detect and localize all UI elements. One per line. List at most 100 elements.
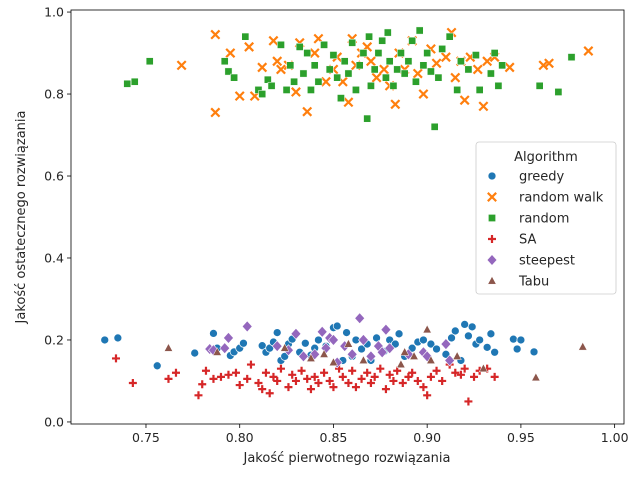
data-point-random bbox=[145, 57, 154, 66]
data-point-greedy bbox=[516, 335, 526, 345]
data-point-random bbox=[320, 40, 328, 49]
data-point-sa bbox=[164, 374, 173, 383]
data-point-sa bbox=[269, 372, 278, 381]
legend-marker-random bbox=[488, 214, 496, 222]
data-point-greedy bbox=[529, 347, 539, 357]
x-axis-label: Jakość pierwotnego rozwiązania bbox=[243, 451, 451, 466]
data-point-greedy bbox=[419, 335, 428, 345]
data-point-sa bbox=[201, 366, 210, 375]
data-point-sa bbox=[351, 383, 360, 392]
data-point-random bbox=[434, 73, 443, 82]
data-point-random-walk bbox=[313, 33, 324, 44]
data-point-random bbox=[303, 49, 312, 57]
x-tick-label: 0.75 bbox=[132, 430, 160, 445]
x-tick-label: 0.95 bbox=[507, 430, 535, 445]
data-point-greedy bbox=[475, 335, 485, 345]
data-point-random bbox=[325, 65, 334, 74]
data-point-greedy bbox=[394, 329, 404, 339]
data-point-sa bbox=[419, 383, 428, 392]
data-point-sa bbox=[408, 368, 417, 377]
data-point-random-walk bbox=[583, 46, 594, 56]
data-point-steepest bbox=[380, 323, 392, 336]
data-point-random bbox=[487, 69, 495, 78]
data-point-sa bbox=[291, 376, 300, 385]
data-point-greedy bbox=[460, 320, 470, 329]
data-point-random bbox=[359, 49, 368, 57]
data-point-random bbox=[352, 86, 360, 94]
data-point-steepest bbox=[365, 350, 377, 363]
data-point-greedy bbox=[426, 339, 436, 349]
legend-label: SA bbox=[519, 233, 536, 248]
data-point-random bbox=[374, 49, 383, 57]
y-tick-label: 0.8 bbox=[44, 87, 64, 102]
data-point-sa bbox=[258, 385, 267, 394]
data-point-random bbox=[382, 73, 390, 82]
data-point-random bbox=[314, 77, 323, 86]
data-point-random-walk bbox=[343, 97, 354, 108]
data-point-sa bbox=[348, 366, 357, 375]
data-point-random bbox=[130, 77, 139, 86]
data-point-greedy bbox=[447, 333, 456, 343]
legend-marker-sa bbox=[488, 235, 496, 243]
data-point-random-walk bbox=[472, 64, 483, 75]
data-point-random bbox=[340, 57, 349, 66]
data-point-sa bbox=[235, 381, 244, 390]
data-point-random bbox=[389, 81, 398, 90]
data-point-random-walk bbox=[234, 91, 245, 102]
data-point-greedy bbox=[450, 326, 460, 336]
legend-label: random bbox=[519, 212, 569, 227]
data-point-steepest bbox=[298, 350, 309, 363]
data-point-steepest bbox=[271, 340, 283, 353]
data-point-sa bbox=[297, 366, 306, 375]
data-point-greedy bbox=[152, 361, 162, 371]
data-point-sa bbox=[338, 372, 347, 381]
data-point-sa bbox=[128, 379, 137, 388]
data-point-sa bbox=[451, 368, 460, 377]
data-point-random bbox=[393, 65, 402, 74]
data-point-random-walk bbox=[440, 52, 451, 63]
data-point-sa bbox=[261, 368, 270, 377]
data-point-sa bbox=[273, 376, 282, 385]
data-point-random bbox=[230, 73, 238, 82]
y-tick-label: 0.2 bbox=[44, 332, 64, 347]
data-point-sa bbox=[216, 372, 225, 381]
legend-label: random walk bbox=[519, 191, 604, 206]
data-point-random-walk bbox=[268, 35, 279, 46]
legend-marker-greedy bbox=[487, 171, 497, 181]
data-point-random bbox=[258, 90, 267, 98]
data-point-tabu bbox=[358, 355, 369, 364]
data-point-random bbox=[535, 81, 544, 90]
data-point-random bbox=[290, 77, 298, 86]
data-point-sa bbox=[171, 368, 180, 377]
data-point-random bbox=[329, 51, 338, 59]
data-point-sa bbox=[404, 372, 413, 381]
data-point-tabu bbox=[578, 341, 588, 351]
data-point-tabu bbox=[452, 351, 462, 360]
data-point-steepest bbox=[384, 342, 396, 355]
data-point-greedy bbox=[300, 338, 310, 348]
legend-label: greedy bbox=[519, 170, 565, 185]
data-point-greedy bbox=[342, 328, 351, 337]
y-axis-label: Jakość ostatecznego rozwiązania bbox=[14, 111, 29, 325]
data-point-random bbox=[123, 79, 132, 88]
data-point-tabu bbox=[426, 355, 436, 364]
data-point-random bbox=[363, 114, 372, 123]
data-point-sa bbox=[329, 383, 338, 392]
data-point-random-walk bbox=[390, 99, 401, 110]
data-point-random-walk bbox=[244, 41, 255, 52]
data-point-sa bbox=[325, 376, 334, 385]
data-point-sa bbox=[344, 379, 353, 388]
legend-box bbox=[475, 141, 617, 295]
data-point-random bbox=[383, 28, 392, 37]
data-point-tabu bbox=[343, 338, 354, 348]
data-point-greedy bbox=[314, 335, 323, 345]
data-point-steepest bbox=[444, 354, 456, 367]
data-point-random-walk bbox=[450, 72, 461, 83]
data-point-random-walk bbox=[371, 72, 382, 83]
data-point-random-walk bbox=[320, 76, 331, 87]
data-point-tabu bbox=[163, 343, 174, 352]
data-point-sa bbox=[357, 374, 366, 383]
data-point-greedy bbox=[490, 347, 500, 357]
data-point-random-walk bbox=[309, 48, 320, 58]
